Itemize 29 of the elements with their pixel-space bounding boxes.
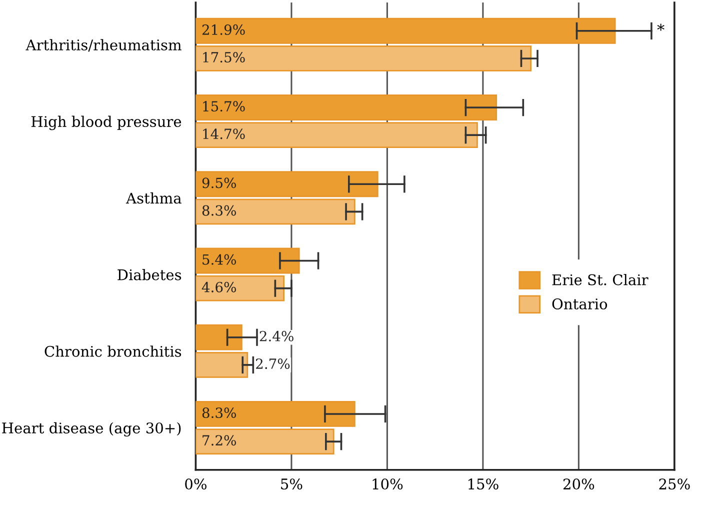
x-tick-label: 20%	[563, 478, 594, 490]
x-tick-label: 0%	[185, 478, 206, 490]
annotation: *	[657, 24, 664, 31]
data-label: 4.6%	[202, 282, 236, 292]
bar	[196, 275, 284, 302]
data-label: 2.7%	[256, 358, 290, 369]
data-label: 15.7%	[203, 101, 245, 112]
data-label: 8.3%	[202, 205, 236, 216]
x-tick-label: 10%	[372, 478, 403, 490]
legend-label: Erie St. Clair	[552, 274, 648, 286]
data-label: 14.7%	[203, 128, 245, 140]
data-label: 5.4%	[202, 254, 236, 265]
data-label: 21.9%	[202, 24, 245, 35]
data-label: 7.2%	[202, 435, 236, 446]
y-tick-label: Arthritis/rheumatism	[26, 39, 182, 52]
data-label: 9.5%	[202, 178, 236, 188]
y-tick-label: Heart disease (age 30+)	[2, 422, 181, 437]
bar	[196, 248, 300, 274]
y-tick-label: Diabetes	[118, 268, 182, 280]
x-tick-label: 15%	[468, 478, 498, 490]
data-label: 8.3%	[202, 407, 236, 418]
data-label: 2.4%	[260, 330, 294, 342]
y-tick-label: Chronic bronchitis	[44, 346, 182, 357]
x-tick-label: 25%	[659, 478, 690, 490]
y-tick-label: High blood pressure	[31, 116, 182, 130]
legend-label: Ontario	[552, 298, 608, 310]
x-tick-label: 5%	[281, 478, 302, 490]
y-tick-label: Asthma	[126, 192, 182, 204]
data-label: 17.5%	[203, 52, 245, 62]
